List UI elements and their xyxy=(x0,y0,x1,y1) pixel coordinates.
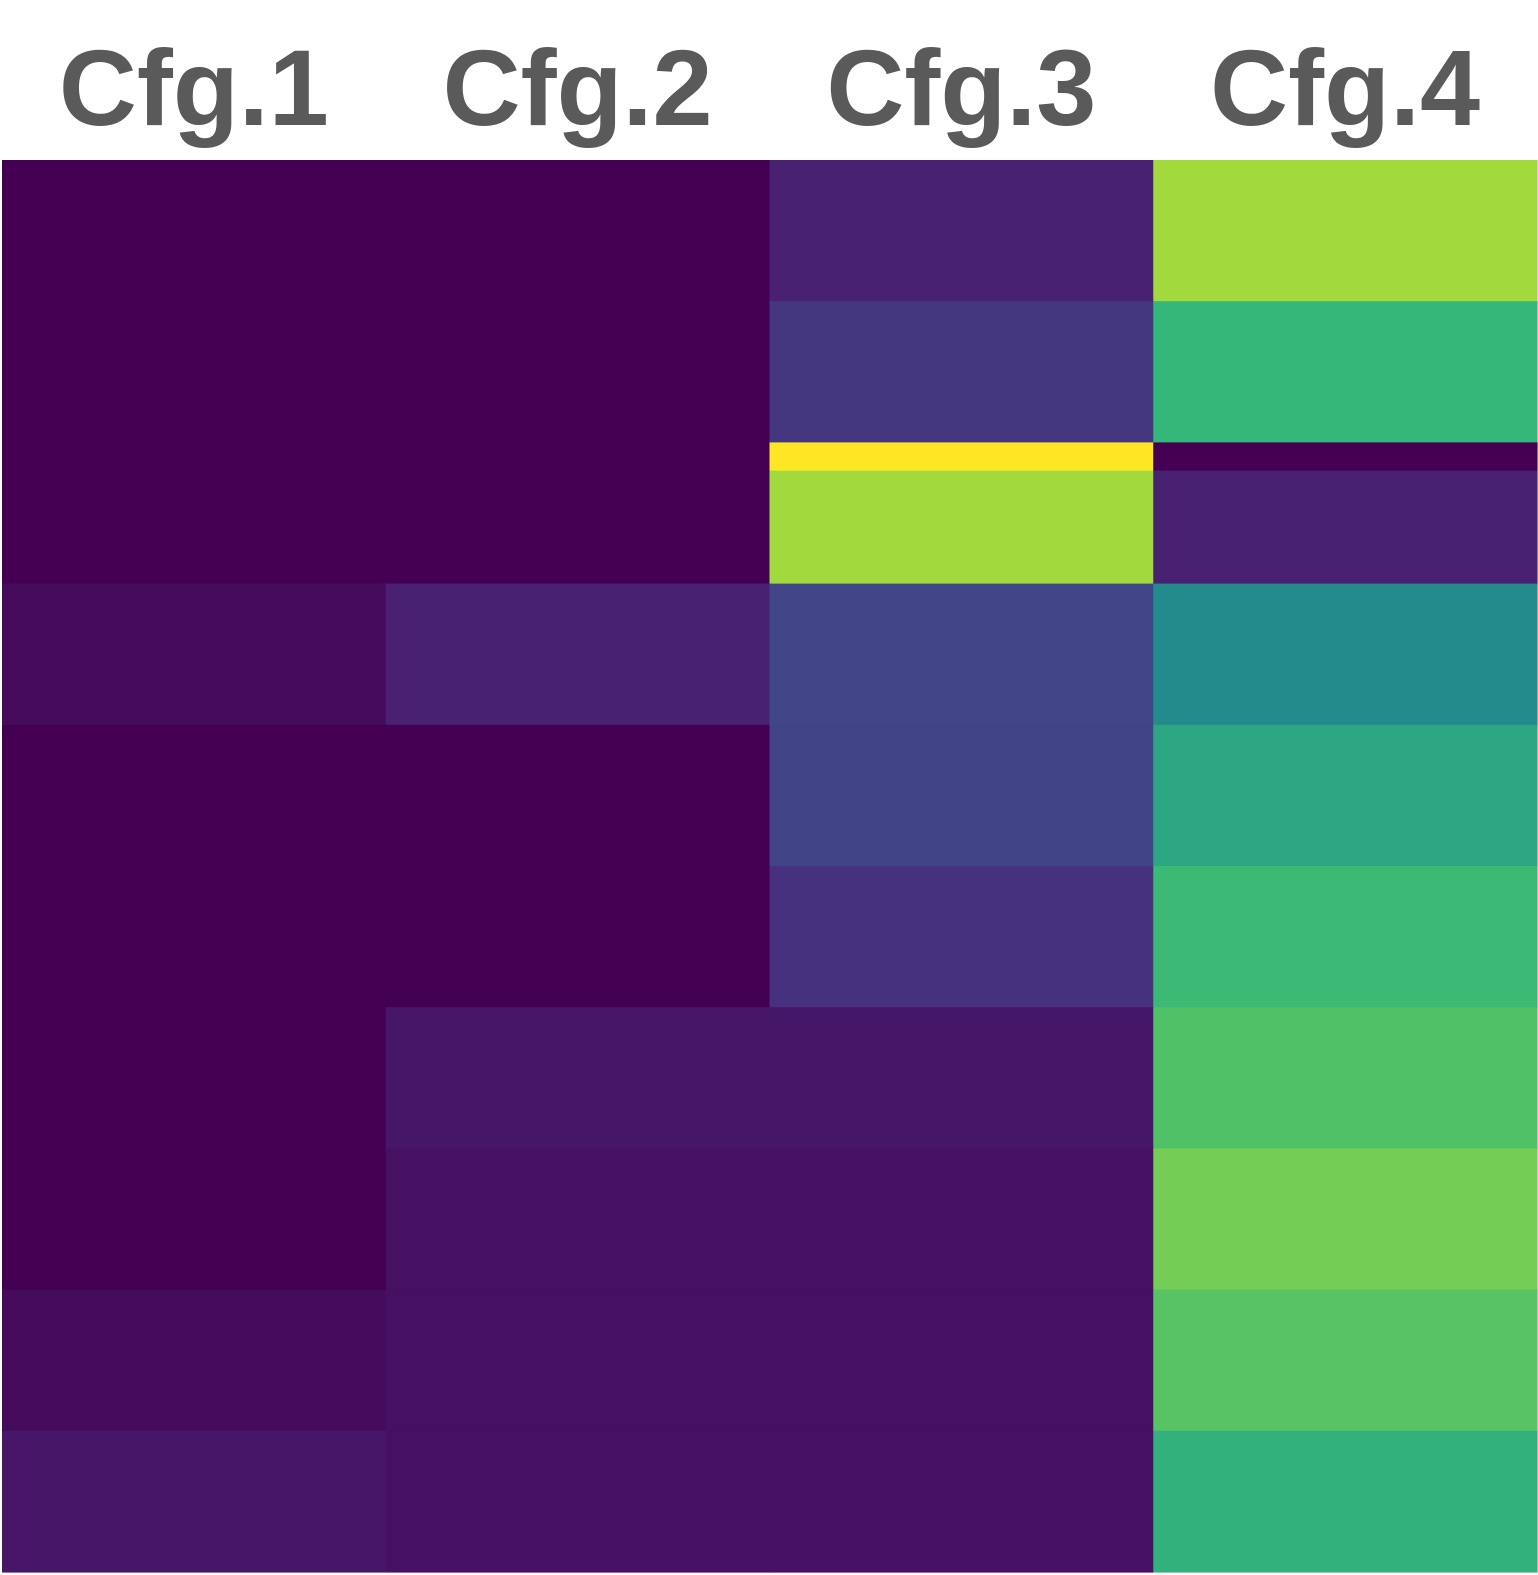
heatmap-cell xyxy=(2,160,387,302)
heatmap-cell xyxy=(385,301,771,443)
heatmap-cell xyxy=(385,724,771,867)
heatmap-cell xyxy=(2,301,387,443)
heatmap-cell xyxy=(1153,1007,1538,1149)
heatmap-cell xyxy=(769,724,1154,867)
heatmap-cell xyxy=(769,1430,1154,1573)
heatmap-cell xyxy=(2,1007,387,1149)
heatmap-cell xyxy=(769,470,1154,585)
heatmap-cell xyxy=(385,1430,771,1573)
heatmap-cell xyxy=(769,301,1154,443)
heatmap-cell xyxy=(2,866,387,1008)
heatmap-cell xyxy=(385,1289,771,1432)
heatmap-cells xyxy=(2,160,1538,1573)
column-label: Cfg.3 xyxy=(826,27,1096,148)
heatmap-cell xyxy=(1153,160,1538,302)
heatmap-cell xyxy=(385,160,771,302)
heatmap-cell xyxy=(385,583,771,726)
heatmap-cell xyxy=(2,470,387,585)
heatmap-cell xyxy=(385,866,771,1008)
heatmap-cell xyxy=(2,583,387,726)
heatmap-cell xyxy=(1153,724,1538,867)
column-label: Cfg.2 xyxy=(443,27,713,148)
heatmap-cell xyxy=(769,866,1154,1008)
heatmap-cell xyxy=(1153,1289,1538,1432)
heatmap-cell xyxy=(2,724,387,867)
heatmap-cell xyxy=(1153,1148,1538,1291)
heatmap-cell xyxy=(769,583,1154,726)
heatmap-cell xyxy=(385,470,771,585)
heatmap-cell xyxy=(2,442,387,472)
heatmap-cell xyxy=(769,160,1154,302)
heatmap-cell xyxy=(1153,583,1538,726)
heatmap-cell xyxy=(2,1148,387,1291)
heatmap-cell xyxy=(769,1289,1154,1432)
heatmap-cell xyxy=(1153,1430,1538,1573)
heatmap-cell xyxy=(1153,470,1538,585)
heatmap-cell xyxy=(1153,866,1538,1008)
heatmap-cell xyxy=(385,1148,771,1291)
column-label: Cfg.1 xyxy=(59,27,329,148)
heatmap-cell xyxy=(1153,301,1538,443)
heatmap-cell xyxy=(769,442,1154,472)
heatmap-cell xyxy=(2,1289,387,1432)
heatmap-cell xyxy=(385,442,771,472)
column-labels: Cfg.1 Cfg.2 Cfg.3 Cfg.4 xyxy=(59,27,1480,148)
heatmap-cell xyxy=(769,1007,1154,1149)
heatmap-cell xyxy=(769,1148,1154,1291)
heatmap-cell xyxy=(385,1007,771,1149)
heatmap-cell xyxy=(1153,442,1538,472)
heatmap-cell xyxy=(2,1430,387,1573)
column-label: Cfg.4 xyxy=(1210,27,1480,148)
